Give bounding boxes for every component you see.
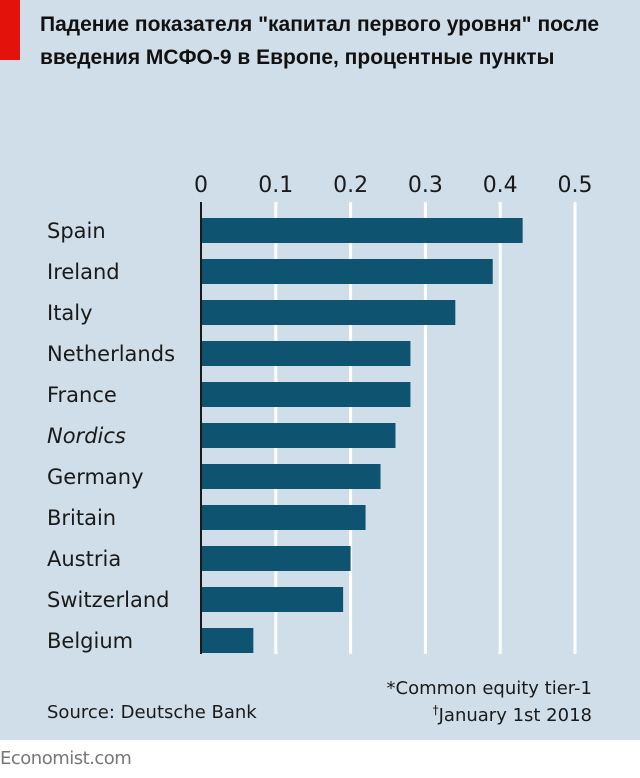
category-label: Nordics	[47, 424, 126, 448]
bar-nordics	[201, 423, 396, 448]
x-tick-label: 0.3	[408, 173, 443, 198]
source-note: Source: Deutsche Bank	[47, 702, 257, 723]
bar-austria	[201, 546, 351, 571]
bar-italy	[201, 300, 456, 325]
chart-panel	[0, 0, 640, 740]
x-tick-label: 0.4	[483, 173, 518, 198]
footnote-cet1: *Common equity tier-1	[386, 678, 592, 699]
category-label: Belgium	[47, 629, 133, 653]
category-label: Britain	[47, 506, 116, 530]
bar-britain	[201, 505, 366, 530]
x-tick-label: 0.2	[333, 173, 368, 198]
category-label: Spain	[47, 219, 106, 243]
category-label: France	[47, 383, 117, 407]
bar-switzerland	[201, 587, 344, 612]
bar-ireland	[201, 259, 493, 284]
brand-logo-text: Economist.com	[0, 748, 132, 769]
bar-belgium	[201, 628, 254, 653]
footnote-date-text: January 1st 2018	[438, 705, 592, 726]
category-label: Germany	[47, 465, 144, 489]
x-tick-label: 0	[194, 173, 208, 198]
dagger-mark: †	[432, 703, 439, 717]
category-label: Netherlands	[47, 342, 175, 366]
bar-germany	[201, 464, 381, 489]
bar-spain	[201, 218, 523, 243]
footnote-date: †January 1st 2018	[433, 703, 592, 726]
x-tick-label: 0.1	[258, 173, 293, 198]
bar-france	[201, 382, 411, 407]
chart-title: Падение показателя "капитал первого уров…	[40, 13, 600, 69]
category-label: Switzerland	[47, 588, 170, 612]
bar-netherlands	[201, 341, 411, 366]
bar-chart: 0 0.1 0.2 0.3 0.4 0.5 Spain Ireland Italy Netherl…	[47, 173, 593, 654]
category-label: Austria	[47, 547, 121, 571]
brand-red-tab	[0, 0, 20, 60]
category-label: Italy	[47, 301, 93, 325]
category-label: Ireland	[47, 260, 120, 284]
x-tick-label: 0.5	[558, 173, 593, 198]
